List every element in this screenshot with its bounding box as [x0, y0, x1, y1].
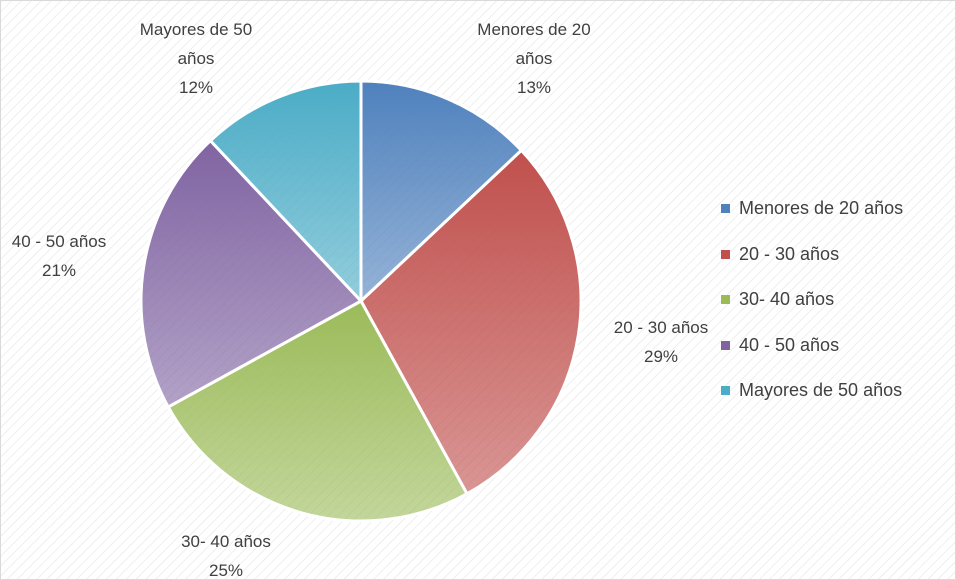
data-label-category: 20 - 30 años: [613, 318, 709, 337]
legend-label: 40 - 50 años: [739, 334, 840, 355]
legend-item: 30- 40 años: [721, 289, 834, 310]
legend-item: 40 - 50 años: [721, 335, 839, 356]
data-label: Mayores de 50 años 12%: [121, 15, 271, 102]
pie-slice: [139, 138, 364, 410]
data-label-value: 25%: [208, 561, 244, 580]
legend-label: Menores de 20 años: [739, 198, 904, 218]
data-label-value: 21%: [41, 261, 77, 280]
legend-swatch: [721, 204, 730, 213]
legend-swatch: [721, 249, 730, 259]
legend-swatch: [721, 295, 730, 304]
legend-label: 20 - 30 años: [739, 243, 840, 264]
data-label-category: 40 - 50 años: [11, 232, 107, 251]
legend-label: Mayores de 50 años: [739, 380, 903, 400]
data-label: Menores de 20 años 13%: [459, 15, 609, 102]
data-label: 40 - 50 años 21%: [1, 227, 134, 285]
legend-item: Menores de 20 años: [721, 198, 903, 219]
legend-item: 20 - 30 años: [721, 244, 839, 265]
data-label: 20 - 30 años 29%: [586, 313, 736, 371]
pie-slice: [166, 298, 470, 523]
pie-slice: [359, 148, 583, 496]
legend-swatch: [721, 340, 730, 350]
data-label-category: 30- 40 años: [181, 532, 271, 551]
data-label-value: 12%: [178, 78, 214, 97]
pie-slice: [359, 79, 524, 305]
data-label-category: Menores de 20 años: [477, 20, 591, 68]
pie-slice: [208, 79, 363, 305]
legend-item: Mayores de 50 años: [721, 380, 902, 401]
legend-label: 30- 40 años: [739, 289, 835, 309]
legend-swatch: [721, 386, 730, 395]
data-label-category: Mayores de 50 años: [139, 20, 253, 68]
data-label-value: 29%: [643, 347, 679, 366]
data-label: 30- 40 años 25%: [151, 527, 301, 580]
data-label-value: 13%: [516, 78, 552, 97]
